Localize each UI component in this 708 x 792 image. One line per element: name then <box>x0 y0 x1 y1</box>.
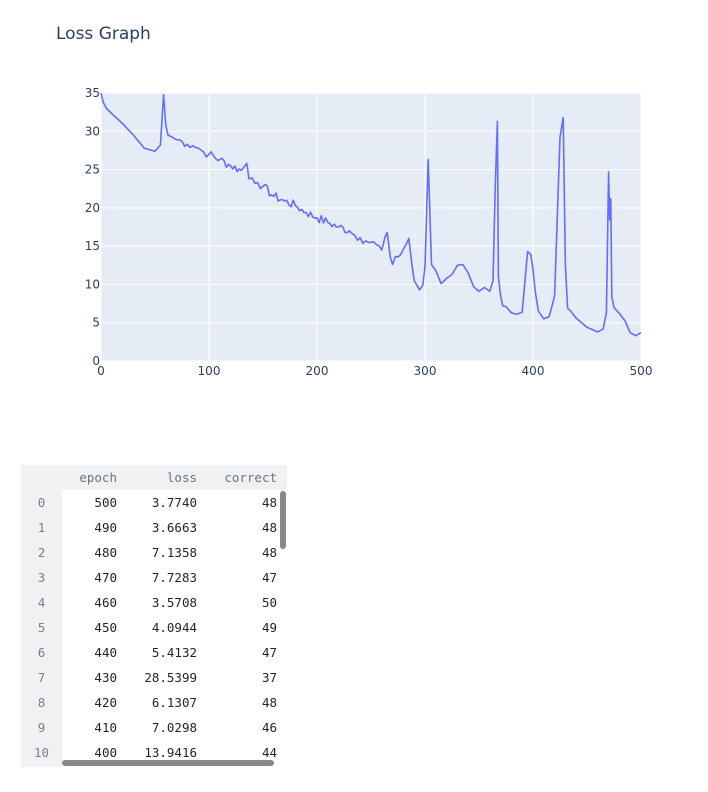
loss-line-chart: 0 5 10 15 20 25 30 35 0 100 200 300 400 500 <box>85 86 653 378</box>
cell-loss: 5.4132 <box>151 645 197 660</box>
table-row: 7 430 28.5399 37 <box>21 665 277 690</box>
cell-epoch: 400 <box>94 745 117 760</box>
chart-title: Loss Graph <box>56 24 151 44</box>
cell-loss: 7.7283 <box>151 570 197 585</box>
x-tick-label: 400 <box>522 364 545 378</box>
row-index: 10 <box>33 745 50 760</box>
y-tick-label: 20 <box>85 201 100 215</box>
x-tick-label: 0 <box>97 364 105 378</box>
index-header <box>21 465 62 490</box>
axis-ticks: 0 5 10 15 20 25 30 35 0 100 200 300 400 500 <box>85 86 653 378</box>
table-row: 3 470 7.7283 47 <box>21 565 277 590</box>
cell-epoch: 410 <box>94 720 117 735</box>
row-index: 2 <box>37 545 46 560</box>
cell-correct: 37 <box>261 670 277 685</box>
table-row: 10 400 13.9416 44 <box>21 740 277 765</box>
column-header-correct[interactable]: correct <box>224 470 277 485</box>
cell-correct: 46 <box>261 720 277 735</box>
cell-loss: 3.6663 <box>151 520 197 535</box>
table-row: 9 410 7.0298 46 <box>21 715 277 740</box>
table-row: 4 460 3.5708 50 <box>21 590 277 615</box>
cell-correct: 49 <box>261 620 277 635</box>
row-index: 9 <box>37 720 46 735</box>
cell-correct: 47 <box>261 645 277 660</box>
y-tick-label: 25 <box>85 163 100 177</box>
row-index: 1 <box>37 520 46 535</box>
loss-series-line <box>100 92 642 337</box>
y-tick-label: 10 <box>85 277 100 291</box>
cell-epoch: 450 <box>94 620 117 635</box>
cell-correct: 48 <box>261 520 277 535</box>
cell-loss: 3.7740 <box>151 495 197 510</box>
cell-loss: 4.0944 <box>151 620 197 635</box>
row-index: 3 <box>37 570 46 585</box>
cell-correct: 50 <box>261 595 277 610</box>
cell-loss: 13.9416 <box>144 745 197 760</box>
cell-correct: 44 <box>261 745 277 760</box>
table-header-row: epoch loss correct <box>21 465 277 490</box>
table-row: 1 490 3.6663 48 <box>21 515 277 540</box>
table-row: 2 480 7.1358 48 <box>21 540 277 565</box>
index-column-bg <box>21 465 62 767</box>
cell-epoch: 420 <box>94 695 117 710</box>
cell-correct: 48 <box>261 695 277 710</box>
row-index: 6 <box>37 645 46 660</box>
cell-epoch: 500 <box>94 495 117 510</box>
x-tick-label: 100 <box>198 364 221 378</box>
header-row-bg <box>21 465 287 490</box>
row-index: 0 <box>37 495 46 510</box>
column-header-loss[interactable]: loss <box>166 470 197 485</box>
row-index: 7 <box>37 670 46 685</box>
loss-dataframe-table[interactable]: epoch loss correct 0 500 3.7740 48 1 490 3.66… <box>21 465 287 767</box>
cell-correct: 48 <box>261 495 277 510</box>
horizontal-scrollbar[interactable] <box>62 760 274 766</box>
cell-epoch: 490 <box>94 520 117 535</box>
y-tick-label: 15 <box>85 239 100 253</box>
cell-epoch: 470 <box>94 570 117 585</box>
dataframe: epoch loss correct 0 500 3.7740 48 1 490 3.66… <box>21 465 277 765</box>
x-tick-label: 300 <box>414 364 437 378</box>
y-tick-label: 5 <box>92 316 100 330</box>
cell-epoch: 440 <box>94 645 117 660</box>
x-tick-label: 500 <box>630 364 653 378</box>
cell-correct: 48 <box>261 545 277 560</box>
vertical-scrollbar[interactable] <box>280 491 286 549</box>
cell-epoch: 430 <box>94 670 117 685</box>
column-header-epoch[interactable]: epoch <box>79 470 117 485</box>
plot-area <box>101 93 641 361</box>
cell-epoch: 480 <box>94 545 117 560</box>
cell-loss: 7.0298 <box>151 720 197 735</box>
cell-loss: 28.5399 <box>144 670 197 685</box>
y-tick-label: 0 <box>92 354 100 368</box>
table-row: 5 450 4.0944 49 <box>21 615 277 640</box>
cell-loss: 7.1358 <box>151 545 197 560</box>
table-row: 0 500 3.7740 48 <box>21 490 277 515</box>
y-tick-label: 35 <box>85 86 100 100</box>
table-row: 8 420 6.1307 48 <box>21 690 277 715</box>
row-index: 4 <box>37 595 46 610</box>
y-tick-label: 30 <box>85 124 100 138</box>
x-tick-label: 200 <box>306 364 329 378</box>
table-row: 6 440 5.4132 47 <box>21 640 277 665</box>
cell-loss: 3.5708 <box>151 595 197 610</box>
row-index: 5 <box>37 620 46 635</box>
row-index: 8 <box>37 695 46 710</box>
cell-correct: 47 <box>261 570 277 585</box>
cell-loss: 6.1307 <box>151 695 197 710</box>
cell-epoch: 460 <box>94 595 117 610</box>
grid-lines <box>100 92 642 362</box>
